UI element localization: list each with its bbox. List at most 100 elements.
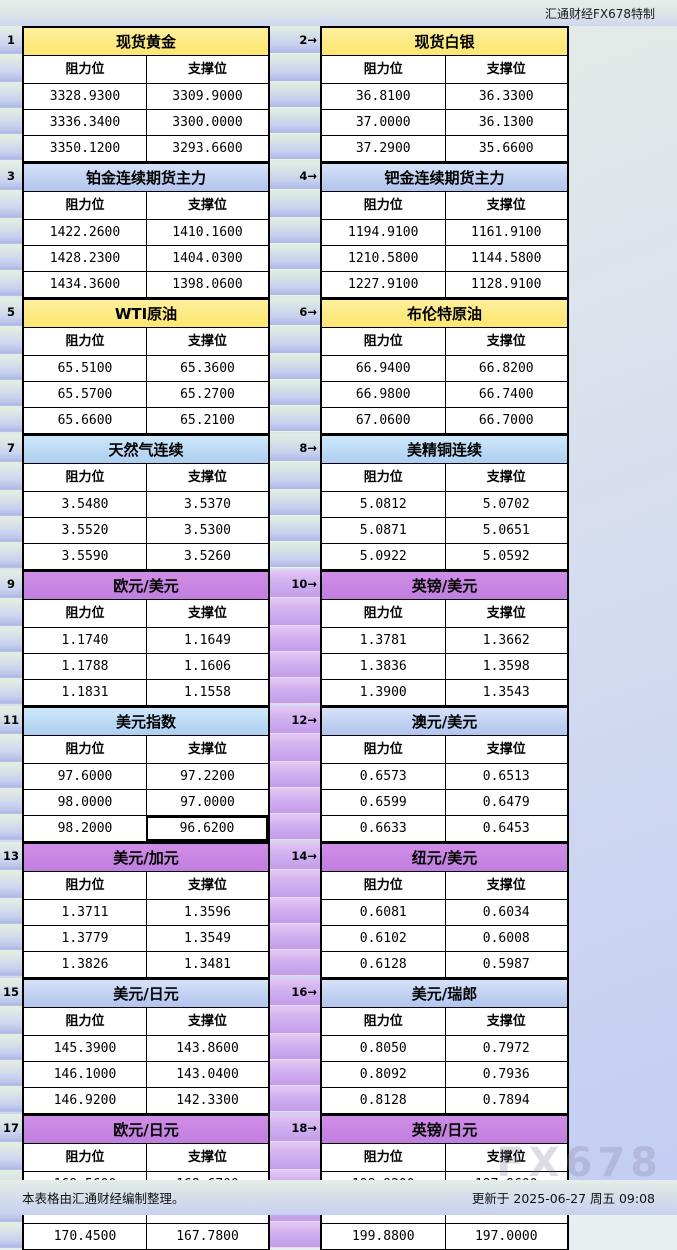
row-number[interactable]: 5 bbox=[0, 298, 22, 326]
resistance-value[interactable]: 5.0871 bbox=[322, 518, 445, 543]
resistance-value[interactable]: 66.9400 bbox=[322, 356, 445, 381]
resistance-value[interactable]: 5.0922 bbox=[322, 544, 445, 569]
gutter-cell[interactable] bbox=[0, 1060, 22, 1086]
support-value[interactable]: 3300.0000 bbox=[146, 110, 268, 135]
support-value[interactable]: 66.7400 bbox=[444, 382, 567, 407]
row-number[interactable]: 12→ bbox=[270, 706, 320, 734]
gutter-cell[interactable] bbox=[270, 354, 320, 380]
resistance-value[interactable]: 65.5700 bbox=[24, 382, 146, 407]
row-number[interactable]: 16→ bbox=[270, 978, 320, 1006]
support-value[interactable]: 5.0651 bbox=[444, 518, 567, 543]
resistance-value[interactable]: 65.6600 bbox=[24, 408, 146, 433]
support-value[interactable]: 143.0400 bbox=[146, 1062, 268, 1087]
resistance-value[interactable]: 5.0812 bbox=[322, 492, 445, 517]
row-number[interactable]: 3 bbox=[0, 162, 22, 190]
support-value[interactable]: 65.2700 bbox=[146, 382, 268, 407]
resistance-value[interactable]: 65.5100 bbox=[24, 356, 146, 381]
resistance-value[interactable]: 3.5480 bbox=[24, 492, 146, 517]
resistance-value[interactable]: 36.8100 bbox=[322, 84, 445, 109]
resistance-value[interactable]: 3350.1200 bbox=[24, 136, 146, 161]
row-number[interactable]: 15 bbox=[0, 978, 22, 1006]
gutter-cell[interactable] bbox=[270, 82, 320, 108]
resistance-value[interactable]: 1210.5800 bbox=[322, 246, 445, 271]
resistance-value[interactable]: 66.9800 bbox=[322, 382, 445, 407]
resistance-value[interactable]: 98.0000 bbox=[24, 790, 146, 815]
row-number[interactable]: 6→ bbox=[270, 298, 320, 326]
resistance-value[interactable]: 37.0000 bbox=[322, 110, 445, 135]
resistance-value[interactable]: 1428.2300 bbox=[24, 246, 146, 271]
gutter-cell[interactable] bbox=[270, 924, 320, 950]
support-value[interactable]: 1.1606 bbox=[146, 654, 268, 679]
gutter-cell[interactable] bbox=[270, 1034, 320, 1060]
gutter-cell[interactable] bbox=[0, 1222, 22, 1248]
support-value[interactable]: 65.2100 bbox=[146, 408, 268, 433]
resistance-value[interactable]: 97.6000 bbox=[24, 764, 146, 789]
gutter-cell[interactable] bbox=[0, 380, 22, 406]
row-number[interactable]: 9 bbox=[0, 570, 22, 598]
support-value[interactable]: 5.0702 bbox=[444, 492, 567, 517]
row-number[interactable]: 7 bbox=[0, 434, 22, 462]
support-value[interactable]: 1.1649 bbox=[146, 628, 268, 653]
gutter-cell[interactable] bbox=[0, 270, 22, 296]
support-value[interactable]: 1.3481 bbox=[146, 952, 268, 977]
gutter-cell[interactable] bbox=[270, 1006, 320, 1034]
resistance-value[interactable]: 1.3779 bbox=[24, 926, 146, 951]
gutter-cell[interactable] bbox=[270, 462, 320, 490]
gutter-cell[interactable] bbox=[0, 1142, 22, 1170]
gutter-cell[interactable] bbox=[0, 82, 22, 108]
support-value[interactable]: 143.8600 bbox=[146, 1036, 268, 1061]
resistance-value[interactable]: 1.3781 bbox=[322, 628, 445, 653]
gutter-cell[interactable] bbox=[0, 108, 22, 134]
gutter-cell[interactable] bbox=[270, 652, 320, 678]
resistance-value[interactable]: 0.6128 bbox=[322, 952, 445, 977]
gutter-cell[interactable] bbox=[270, 598, 320, 626]
support-value[interactable]: 0.7936 bbox=[444, 1062, 567, 1087]
resistance-value[interactable]: 0.8092 bbox=[322, 1062, 445, 1087]
resistance-value[interactable]: 146.1000 bbox=[24, 1062, 146, 1087]
gutter-cell[interactable] bbox=[270, 326, 320, 354]
gutter-cell[interactable] bbox=[0, 462, 22, 490]
gutter-cell[interactable] bbox=[270, 190, 320, 218]
support-value[interactable]: 0.6453 bbox=[444, 816, 567, 841]
row-number[interactable]: 1 bbox=[0, 26, 22, 54]
gutter-cell[interactable] bbox=[270, 734, 320, 762]
support-value[interactable]: 1161.9100 bbox=[444, 220, 567, 245]
resistance-value[interactable]: 199.8800 bbox=[322, 1224, 445, 1249]
resistance-value[interactable]: 1.3836 bbox=[322, 654, 445, 679]
support-value[interactable]: 1128.9100 bbox=[444, 272, 567, 297]
resistance-value[interactable]: 3336.3400 bbox=[24, 110, 146, 135]
gutter-cell[interactable] bbox=[0, 678, 22, 704]
row-number[interactable]: 18→ bbox=[270, 1114, 320, 1142]
support-value[interactable]: 36.3300 bbox=[444, 84, 567, 109]
resistance-value[interactable]: 3.5520 bbox=[24, 518, 146, 543]
gutter-cell[interactable] bbox=[270, 1060, 320, 1086]
gutter-cell[interactable] bbox=[270, 270, 320, 296]
support-value[interactable]: 0.6513 bbox=[444, 764, 567, 789]
resistance-value[interactable]: 0.6633 bbox=[322, 816, 445, 841]
gutter-cell[interactable] bbox=[0, 626, 22, 652]
row-number[interactable]: 14→ bbox=[270, 842, 320, 870]
support-value[interactable]: 1.3543 bbox=[444, 680, 567, 705]
gutter-cell[interactable] bbox=[0, 788, 22, 814]
support-value[interactable]: 167.7800 bbox=[146, 1224, 268, 1249]
gutter-cell[interactable] bbox=[270, 870, 320, 898]
support-value[interactable]: 3.5370 bbox=[146, 492, 268, 517]
gutter-cell[interactable] bbox=[0, 734, 22, 762]
support-value[interactable]: 0.6008 bbox=[444, 926, 567, 951]
gutter-cell[interactable] bbox=[0, 134, 22, 160]
support-value[interactable]: 1398.0600 bbox=[146, 272, 268, 297]
resistance-value[interactable]: 0.8050 bbox=[322, 1036, 445, 1061]
gutter-cell[interactable] bbox=[0, 652, 22, 678]
support-value[interactable]: 1410.1600 bbox=[146, 220, 268, 245]
resistance-value[interactable]: 170.4500 bbox=[24, 1224, 146, 1249]
gutter-cell[interactable] bbox=[0, 54, 22, 82]
gutter-cell[interactable] bbox=[0, 542, 22, 568]
support-value[interactable]: 1404.0300 bbox=[146, 246, 268, 271]
resistance-value[interactable]: 0.6081 bbox=[322, 900, 445, 925]
resistance-value[interactable]: 1.1831 bbox=[24, 680, 146, 705]
support-value[interactable]: 0.7894 bbox=[444, 1088, 567, 1113]
gutter-cell[interactable] bbox=[270, 1142, 320, 1170]
gutter-cell[interactable] bbox=[270, 762, 320, 788]
support-value[interactable]: 142.3300 bbox=[146, 1088, 268, 1113]
support-value[interactable]: 97.0000 bbox=[146, 790, 268, 815]
